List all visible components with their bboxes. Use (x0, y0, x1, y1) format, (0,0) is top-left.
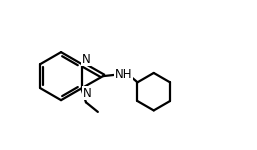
Text: NH: NH (115, 68, 132, 81)
Text: N: N (81, 53, 90, 66)
Text: N: N (82, 87, 91, 100)
